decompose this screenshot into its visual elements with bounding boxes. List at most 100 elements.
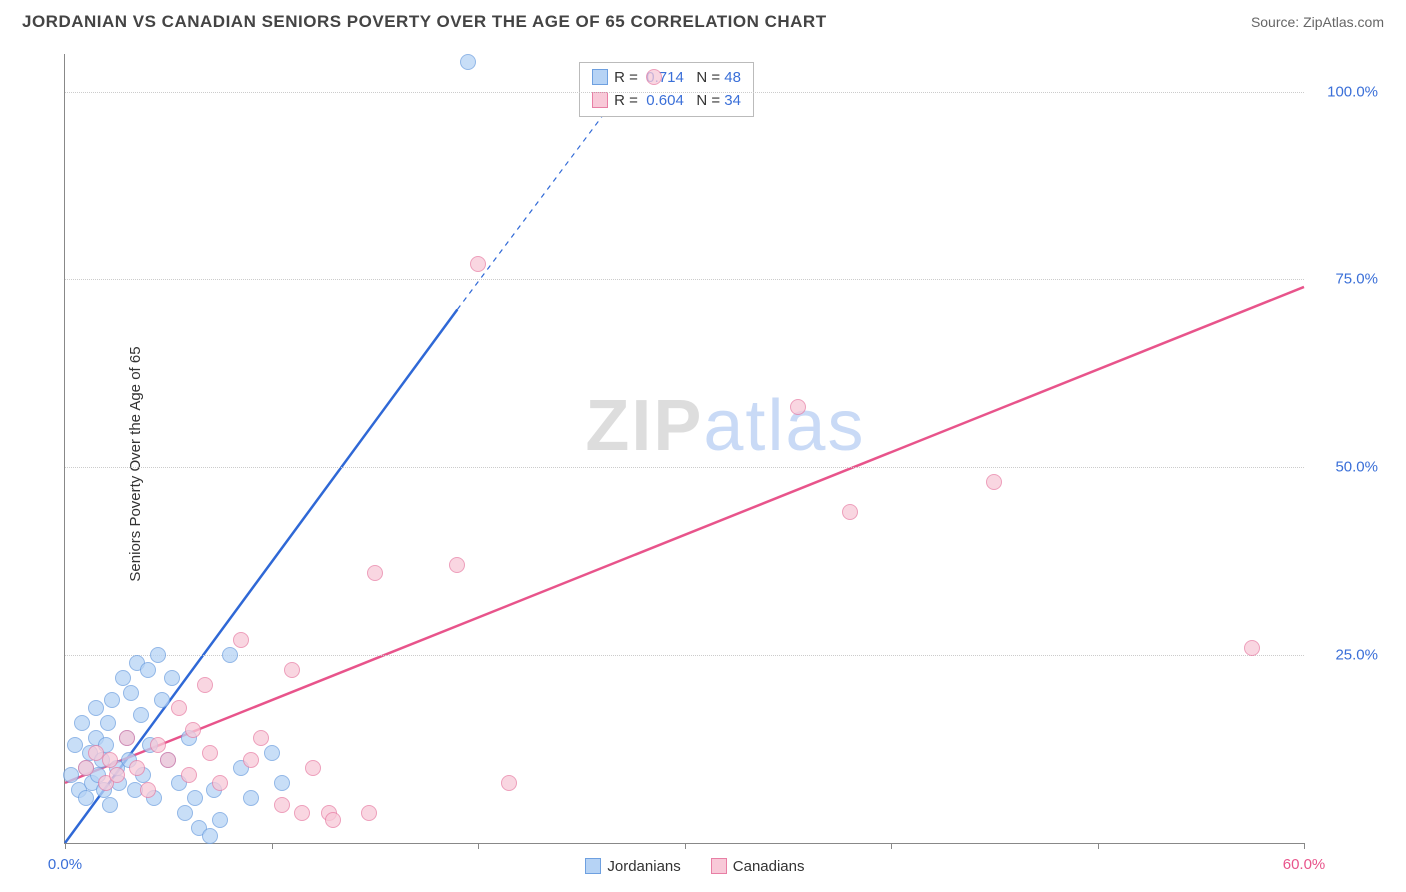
- scatter-point: [449, 557, 465, 573]
- watermark: ZIPatlas: [585, 385, 865, 467]
- x-tick-mark: [1098, 843, 1099, 849]
- scatter-point: [100, 715, 116, 731]
- x-tick-mark: [1304, 843, 1305, 849]
- legend-item: Jordanians: [585, 858, 680, 875]
- y-tick-label: 100.0%: [1308, 83, 1378, 100]
- watermark-atlas: atlas: [703, 386, 865, 466]
- scatter-point: [140, 782, 156, 798]
- scatter-point: [133, 707, 149, 723]
- scatter-point: [325, 812, 341, 828]
- scatter-point: [986, 474, 1002, 490]
- scatter-point: [74, 715, 90, 731]
- chart-container: Seniors Poverty Over the Age of 65 ZIPat…: [22, 44, 1384, 884]
- legend-item: Canadians: [711, 858, 805, 875]
- x-tick-label: 0.0%: [48, 856, 82, 873]
- scatter-point: [104, 692, 120, 708]
- scatter-point: [78, 790, 94, 806]
- scatter-point: [243, 790, 259, 806]
- scatter-point: [154, 692, 170, 708]
- stats-r-label: R =: [614, 69, 646, 86]
- scatter-point: [222, 647, 238, 663]
- stats-r-value: 0.604: [646, 92, 684, 109]
- scatter-point: [361, 805, 377, 821]
- scatter-point: [78, 760, 94, 776]
- y-tick-label: 25.0%: [1308, 647, 1378, 664]
- scatter-point: [187, 790, 203, 806]
- scatter-point: [212, 812, 228, 828]
- scatter-point: [150, 647, 166, 663]
- scatter-point: [88, 700, 104, 716]
- scatter-point: [202, 745, 218, 761]
- legend-label: Jordanians: [607, 858, 680, 875]
- x-tick-label: 60.0%: [1283, 856, 1326, 873]
- scatter-point: [264, 745, 280, 761]
- stats-row: R = 0.604 N = 34: [592, 90, 741, 113]
- x-tick-mark: [65, 843, 66, 849]
- scatter-point: [177, 805, 193, 821]
- scatter-point: [150, 737, 166, 753]
- scatter-point: [185, 722, 201, 738]
- trend-lines-svg: [65, 54, 1304, 843]
- x-tick-mark: [478, 843, 479, 849]
- source-credit: Source: ZipAtlas.com: [1251, 14, 1384, 30]
- stats-row: R = 0.714 N = 48: [592, 67, 741, 90]
- watermark-zip: ZIP: [585, 386, 703, 466]
- stats-n-value: 34: [724, 92, 741, 109]
- stats-swatch: [592, 92, 608, 108]
- scatter-point: [274, 797, 290, 813]
- chart-title: JORDANIAN VS CANADIAN SENIORS POVERTY OV…: [22, 12, 827, 32]
- scatter-point: [129, 760, 145, 776]
- gridline-h: [65, 92, 1304, 93]
- scatter-point: [123, 685, 139, 701]
- stats-r-label: R =: [614, 92, 646, 109]
- legend-label: Canadians: [733, 858, 805, 875]
- scatter-point: [367, 565, 383, 581]
- scatter-point: [63, 767, 79, 783]
- scatter-point: [243, 752, 259, 768]
- scatter-point: [164, 670, 180, 686]
- stats-swatch: [592, 69, 608, 85]
- scatter-point: [102, 797, 118, 813]
- scatter-point: [181, 767, 197, 783]
- stats-n-label: N =: [684, 69, 724, 86]
- scatter-point: [284, 662, 300, 678]
- scatter-point: [160, 752, 176, 768]
- correlation-stats-box: R = 0.714 N = 48R = 0.604 N = 34: [579, 62, 754, 117]
- scatter-point: [501, 775, 517, 791]
- x-tick-mark: [272, 843, 273, 849]
- scatter-point: [119, 730, 135, 746]
- scatter-point: [460, 54, 476, 70]
- scatter-point: [171, 700, 187, 716]
- scatter-point: [646, 69, 662, 85]
- y-tick-label: 50.0%: [1308, 459, 1378, 476]
- scatter-point: [294, 805, 310, 821]
- scatter-point: [842, 504, 858, 520]
- scatter-point: [197, 677, 213, 693]
- scatter-point: [274, 775, 290, 791]
- legend: Jordanians Canadians: [585, 858, 834, 875]
- x-tick-mark: [685, 843, 686, 849]
- scatter-point: [790, 399, 806, 415]
- scatter-point: [305, 760, 321, 776]
- scatter-point: [109, 767, 125, 783]
- plot-area: ZIPatlas R = 0.714 N = 48R = 0.604 N = 3…: [64, 54, 1304, 844]
- scatter-point: [1244, 640, 1260, 656]
- gridline-h: [65, 655, 1304, 656]
- legend-swatch: [711, 858, 727, 874]
- gridline-h: [65, 279, 1304, 280]
- scatter-point: [140, 662, 156, 678]
- scatter-point: [253, 730, 269, 746]
- scatter-point: [115, 670, 131, 686]
- gridline-h: [65, 467, 1304, 468]
- legend-swatch: [585, 858, 601, 874]
- scatter-point: [202, 828, 218, 844]
- scatter-point: [470, 256, 486, 272]
- stats-n-label: N =: [684, 92, 724, 109]
- scatter-point: [212, 775, 228, 791]
- y-tick-label: 75.0%: [1308, 271, 1378, 288]
- stats-n-value: 48: [724, 69, 741, 86]
- scatter-point: [102, 752, 118, 768]
- trend-line: [65, 287, 1304, 783]
- x-tick-mark: [891, 843, 892, 849]
- scatter-point: [233, 632, 249, 648]
